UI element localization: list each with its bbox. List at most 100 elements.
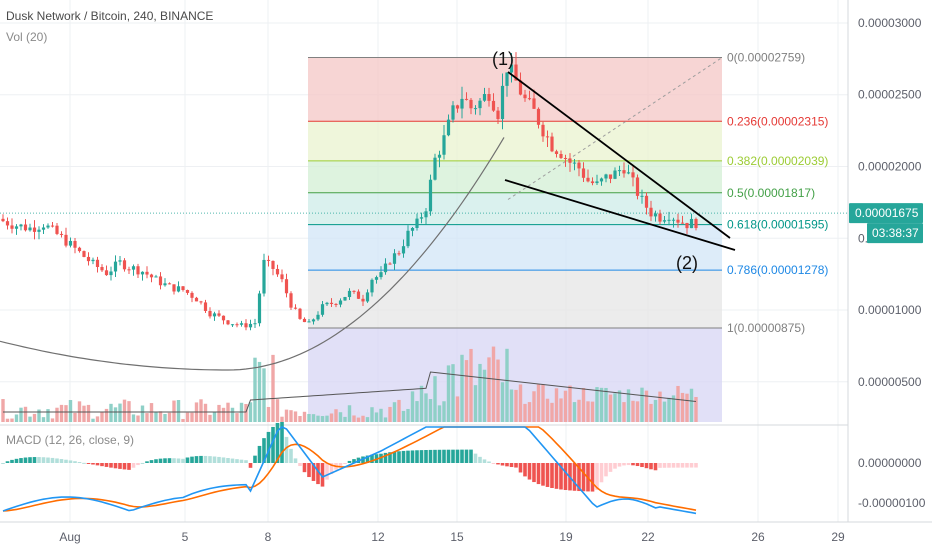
fib-label-0.786: 0.786(0.00001278) [727,263,828,277]
volume-bar [451,364,455,422]
candle-body [100,267,104,271]
macd-histogram-bar [599,463,604,483]
candle-body [604,174,608,179]
macd-histogram-bar [523,463,527,477]
volume-bar [275,399,280,422]
macd-histogram-bar [550,463,554,488]
macd-histogram-bar [419,450,424,463]
fib-trend-dashed [507,57,723,200]
volume-bar [491,346,496,422]
candle-body [347,290,352,298]
macd-histogram-bar [217,456,221,463]
volume-bar [289,410,293,422]
fib-retracement[interactable]: 0(0.00002759) 0.236(0.00002315) 0.382(0.00… [0,51,848,422]
candle-body [257,293,262,324]
macd-histogram-bar [392,451,397,463]
macd-histogram-bar [464,449,469,463]
candle-body [388,263,392,265]
volume-bar [401,410,406,422]
macd-histogram-bar [154,459,158,463]
volume-bar [415,401,419,422]
candle-body [437,154,442,158]
candle-body [635,177,640,196]
candle-body [212,313,217,317]
candle-body [262,259,266,294]
candle-body [172,284,176,292]
macd-histogram-bar [370,454,374,463]
volume-bar [91,418,95,422]
volume-bar [208,414,212,422]
macd-histogram-bar [442,449,446,463]
volume-ma-line [3,371,697,413]
macd-histogram-bar [667,463,671,468]
volume-bar [203,403,208,422]
volume-bar [631,400,635,422]
candle-body [374,277,379,280]
macd-histogram-bar [5,461,10,463]
candle-body [91,259,95,262]
fib-zone-0.236 [308,121,722,161]
volume-bar [10,418,14,422]
candle-body [118,260,122,262]
volume-bar [100,412,104,422]
time-tick-label: 15 [450,530,464,544]
macd-histogram-bar [145,461,149,463]
candle-body [626,172,631,174]
volume-bar [689,388,694,422]
candle-body [649,207,653,217]
fib-label-0.5: 0.5(0.00001817) [727,186,815,200]
volume-legend[interactable]: Vol (20) [6,30,48,44]
candle-body [113,261,118,272]
candle-body [298,308,302,319]
volume-bar [37,409,41,422]
candle-body [302,318,307,323]
trendline-drawings[interactable]: (1) (2) [492,49,736,273]
candle-body [392,253,397,264]
candle-body [158,276,163,286]
macd-histogram-bar [163,458,167,463]
candle-body [608,174,613,179]
volume-bar [649,403,653,422]
macd-histogram-bar [482,459,487,463]
macd-histogram-bar [541,463,545,486]
symbol-title: Dusk Network / Bitcoin, 240, BINANCE [6,9,214,23]
volume-bar [590,401,595,422]
macd-histogram-bar [406,450,410,463]
macd-histogram-bar [694,463,698,468]
macd-histogram-bar [1,463,5,464]
arc-drawing[interactable] [0,137,505,371]
volume-bar [644,390,649,422]
macd-histogram-bar [622,463,626,466]
candle-body [379,272,383,278]
volume-bar [284,409,289,422]
volume-bar [595,387,599,422]
candle-body [671,219,676,221]
volume-bar [262,368,266,422]
volume-bar [235,413,239,422]
macd-histogram-bar [95,463,100,466]
candle-body [136,266,140,275]
candle-body [401,246,406,254]
macd-histogram-bar [689,463,694,468]
macd-legend[interactable]: MACD (12, 26, close, 9) [6,433,135,447]
macd-histogram-bar [545,463,550,487]
candle-body [469,99,473,109]
candle-body [676,219,680,223]
candle-body [581,168,586,178]
volume-bar [599,387,604,422]
volume-bar [307,413,311,422]
volume-bar [455,396,460,422]
candle-body [451,105,455,120]
macd-histogram-bar [127,463,131,470]
candle-body [433,157,437,180]
candle-body [356,291,361,299]
candle-body [82,251,86,257]
volume-bar [1,399,5,422]
candle-body [311,319,316,322]
candle-body [334,303,338,305]
macd-histogram-bar [518,463,523,473]
macd-histogram-bar [662,463,667,468]
macd-histogram-bar [424,450,428,463]
candle-body [496,110,500,119]
